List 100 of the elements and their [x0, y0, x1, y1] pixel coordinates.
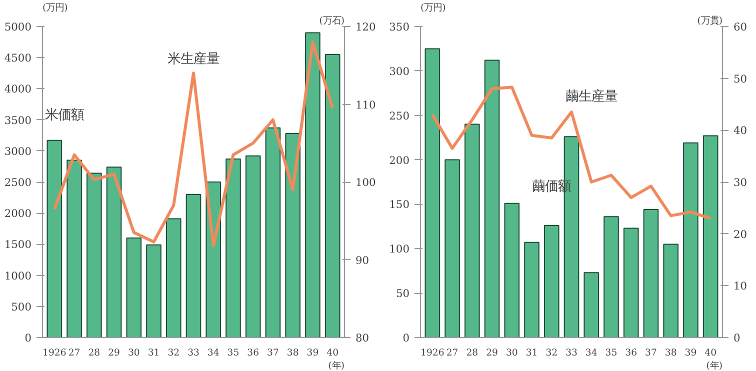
- x-tick-label: 38: [664, 348, 677, 358]
- y-tick-label: 4000: [4, 82, 32, 96]
- x-tick-label: 31: [148, 348, 160, 358]
- y2-axis-title: (万貫): [697, 16, 723, 26]
- bar: [324, 54, 340, 338]
- x-tick-label: 39: [684, 348, 697, 358]
- y2-tick-label: 0: [734, 332, 740, 344]
- y-tick-label: 150: [389, 198, 410, 212]
- x-tick-label: 39: [306, 348, 319, 358]
- bar: [86, 172, 102, 338]
- x-tick-label: 32: [546, 348, 558, 358]
- y2-tick-label: 90: [356, 254, 370, 267]
- x-tick-label: 27: [68, 348, 80, 358]
- x-tick-label: 28: [88, 348, 100, 358]
- bar: [702, 135, 718, 338]
- bar: [643, 209, 659, 338]
- annotation: 繭価額: [532, 179, 572, 194]
- bar: [623, 228, 639, 338]
- bar: [504, 202, 520, 338]
- x-tick-label: 40: [326, 348, 339, 358]
- bar: [146, 244, 162, 338]
- bar: [166, 218, 182, 338]
- bar: [186, 194, 202, 338]
- x-axis-title: (年): [706, 360, 723, 371]
- y-tick-label: 2000: [4, 207, 32, 220]
- y-tick-label: 0: [402, 332, 410, 344]
- y-tick-label: 300: [389, 64, 410, 78]
- x-tick-label: 27: [446, 348, 458, 358]
- line-series: [430, 86, 712, 220]
- y2-tick-label: 40: [734, 124, 748, 138]
- x-tick-label: 1926: [42, 348, 66, 358]
- x-tick-label: 36: [247, 348, 260, 358]
- x-tick-label: 31: [526, 348, 538, 358]
- y-tick-label: 1000: [4, 269, 32, 282]
- y-tick-label: 350: [389, 20, 410, 34]
- x-tick-label: 34: [585, 348, 598, 358]
- y-tick-label: 500: [11, 300, 32, 314]
- bar: [663, 244, 678, 338]
- bar: [305, 32, 320, 338]
- y2-axis-title: (万石): [319, 16, 345, 26]
- y-tick-label: 2500: [4, 176, 32, 189]
- y-tick-label: 4500: [4, 52, 32, 65]
- x-tick-label: 28: [466, 348, 478, 358]
- y-tick-label: 50: [396, 287, 410, 300]
- y-tick-label: 0: [24, 332, 32, 344]
- bar: [285, 132, 300, 338]
- x-tick-label: 35: [227, 348, 240, 358]
- bar: [265, 127, 281, 338]
- y2-tick-label: 50: [734, 72, 748, 86]
- x-tick-label: 40: [704, 348, 717, 358]
- x-tick-label: 37: [267, 348, 279, 358]
- y-tick-label: 3000: [4, 144, 32, 158]
- bar: [46, 140, 62, 338]
- x-tick-label: 37: [645, 348, 657, 358]
- y-axis-title: (万円): [420, 2, 446, 14]
- bar: [484, 60, 500, 338]
- bar: [464, 124, 480, 338]
- y-axis-title: (万円): [42, 2, 68, 14]
- x-tick-label: 33: [188, 348, 200, 358]
- bar: [245, 155, 261, 338]
- y2-tick-label: 120: [356, 20, 376, 34]
- x-tick-label: 32: [168, 348, 180, 358]
- x-tick-label: 35: [605, 348, 618, 358]
- x-axis-title: (年): [328, 360, 345, 371]
- x-tick-label: 30: [506, 348, 518, 358]
- annotation: 繭生産量: [565, 88, 618, 104]
- bar: [66, 160, 82, 338]
- bar: [126, 237, 142, 338]
- y2-tick-label: 100: [356, 176, 376, 189]
- x-tick-label: 29: [108, 348, 120, 358]
- bar: [544, 225, 560, 338]
- x-tick-label: 33: [566, 348, 578, 358]
- y-tick-label: 3500: [4, 114, 32, 127]
- x-tick-label: 36: [625, 348, 638, 358]
- y-tick-label: 1500: [4, 238, 32, 252]
- x-tick-label: 30: [128, 348, 140, 358]
- y2-tick-label: 20: [734, 228, 748, 241]
- x-tick-label: 29: [486, 348, 498, 358]
- y2-tick-label: 110: [356, 98, 376, 112]
- bar: [683, 142, 698, 338]
- annotation: 米生産量: [168, 50, 220, 67]
- x-tick-label: 38: [286, 348, 299, 358]
- y-tick-label: 5000: [4, 20, 32, 34]
- annotation: 米価額: [44, 108, 84, 123]
- bar: [524, 242, 540, 338]
- bar: [604, 216, 619, 338]
- bar: [424, 48, 440, 338]
- bar: [106, 166, 122, 338]
- y-tick-label: 200: [389, 154, 410, 167]
- y2-tick-label: 80: [356, 332, 370, 344]
- y2-tick-label: 60: [734, 20, 748, 34]
- y2-tick-label: 10: [734, 280, 748, 293]
- x-tick-label: 34: [207, 348, 220, 358]
- bar: [444, 159, 460, 338]
- x-tick-label: 1926: [420, 348, 444, 358]
- bar: [226, 158, 241, 338]
- y-tick-label: 250: [389, 109, 410, 122]
- y2-tick-label: 30: [734, 176, 748, 189]
- bar: [584, 272, 600, 338]
- y-tick-label: 100: [389, 242, 410, 256]
